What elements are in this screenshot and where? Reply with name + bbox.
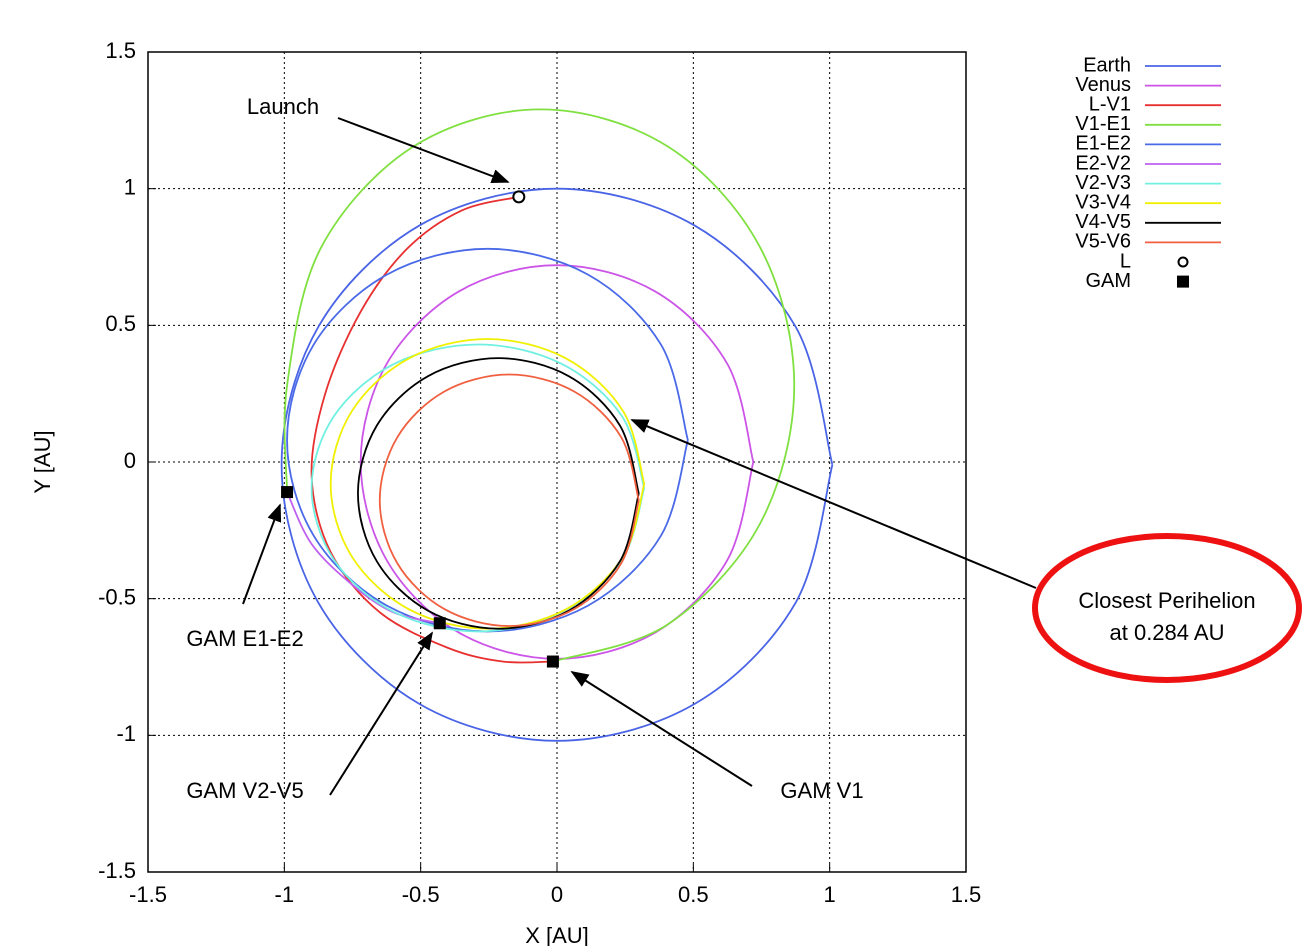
legend: EarthVenusL-V1V1-E1E1-E2E2-V2V2-V3V3-V4V… [1075, 54, 1221, 292]
y-tick-label: -1 [116, 721, 136, 746]
annotation-arrow [572, 672, 752, 786]
launch-point [513, 191, 524, 202]
x-tick-label: 1.5 [951, 882, 982, 907]
annotation-arrow [632, 420, 1036, 588]
y-tick-label: 1 [124, 174, 136, 199]
y-tick-label: -1.5 [98, 858, 136, 883]
annotation-arrow [330, 633, 432, 795]
gam-point [547, 656, 559, 668]
annotation: GAM V1 [780, 778, 863, 803]
gam-point [434, 617, 446, 629]
x-tick-label: -1 [275, 882, 295, 907]
y-tick-label: -0.5 [98, 584, 136, 609]
annotation: Closest Perihelion [1078, 588, 1255, 613]
annotation: Launch [247, 94, 319, 119]
annotation: GAM E1-E2 [186, 626, 303, 651]
orbit-line [380, 375, 639, 626]
annotation-arrow [338, 118, 508, 182]
y-axis-label: Y [AU] [30, 430, 55, 493]
x-axis-label: X [AU] [525, 923, 589, 946]
legend-marker [1177, 276, 1189, 288]
annotation-arrow [243, 505, 280, 604]
x-tick-label: -1.5 [129, 882, 167, 907]
annotation: at 0.284 AU [1110, 620, 1225, 645]
gam-point [281, 486, 293, 498]
x-tick-label: 0 [551, 882, 563, 907]
legend-label: GAM [1085, 270, 1131, 292]
orbit-line [287, 249, 688, 632]
y-tick-label: 0.5 [105, 311, 136, 336]
annotation: GAM V2-V5 [186, 778, 303, 803]
x-tick-label: 0.5 [678, 882, 709, 907]
y-tick-label: 0 [124, 448, 136, 473]
legend-marker [1179, 258, 1188, 267]
x-tick-label: -0.5 [402, 882, 440, 907]
x-tick-label: 1 [824, 882, 836, 907]
orbit-line [312, 197, 553, 663]
chart: X [AU] Y [AU] -1.5 -1 -0.5 0 0.5 1 1.5 -1.5 -1 -0… [0, 0, 1309, 946]
y-tick-label: 1.5 [105, 38, 136, 63]
